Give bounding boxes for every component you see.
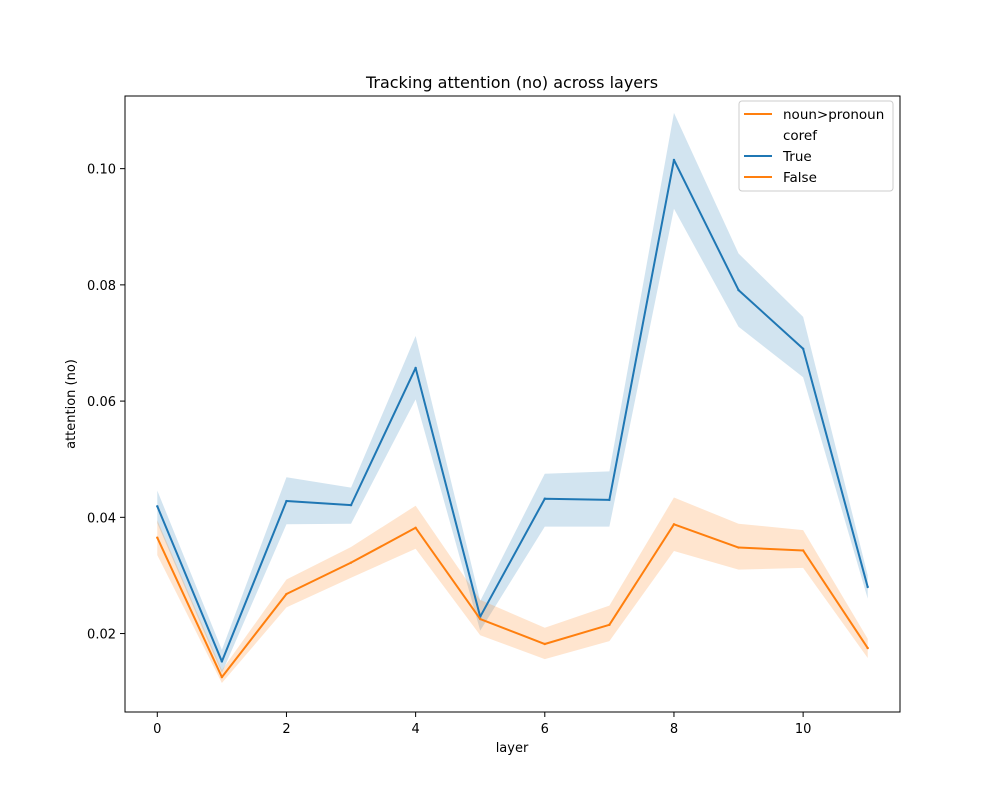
data-point-true <box>543 497 546 500</box>
data-point-false <box>414 526 417 529</box>
data-point-false <box>479 617 482 621</box>
data-point-false <box>285 592 288 596</box>
data-point-true <box>672 158 676 162</box>
data-point-false <box>156 536 159 539</box>
x-axis-label: layer <box>496 741 529 756</box>
data-point-true <box>737 288 740 292</box>
y-tick-label: 0.08 <box>87 279 116 294</box>
y-tick-label: 0.10 <box>87 163 116 178</box>
x-axis-ticks: 0 2 4 6 8 10 <box>153 712 811 737</box>
data-point-false <box>737 546 740 549</box>
data-point-false <box>866 646 869 650</box>
data-point-false <box>672 523 676 526</box>
x-tick-label: 0 <box>153 722 161 737</box>
data-point-true <box>801 347 805 350</box>
data-point-false <box>349 561 353 564</box>
confidence-bands <box>157 112 868 683</box>
legend-label-noun-pronoun: noun>pronoun <box>783 107 884 123</box>
y-tick-label: 0.06 <box>87 395 116 410</box>
x-tick-label: 8 <box>670 722 678 737</box>
ci-band-true <box>157 112 868 674</box>
x-tick-label: 6 <box>541 722 549 737</box>
legend: noun>pronoun coref True False <box>738 100 894 192</box>
series-lines <box>156 158 869 679</box>
data-point-true <box>349 503 353 507</box>
plot-frame <box>124 95 901 713</box>
legend-label-true: True <box>782 149 812 165</box>
data-point-false <box>608 623 611 627</box>
x-tick-label: 4 <box>411 722 419 737</box>
y-tick-label: 0.02 <box>87 628 116 643</box>
data-point-true <box>156 505 159 508</box>
legend-frame <box>738 100 894 192</box>
x-tick-label: 2 <box>282 722 290 737</box>
legend-label-coref: coref <box>783 128 818 144</box>
y-axis-ticks: 0.02 0.04 0.06 0.08 0.10 <box>87 163 125 643</box>
data-point-true <box>608 498 611 502</box>
series-line-false <box>156 523 869 679</box>
x-tick-label: 10 <box>795 722 812 737</box>
data-point-false <box>543 642 546 646</box>
y-tick-label: 0.04 <box>87 511 116 526</box>
data-point-true <box>414 366 417 370</box>
data-point-false <box>801 549 805 552</box>
ci-band-false <box>157 497 868 683</box>
y-axis-label: attention (no) <box>64 359 79 449</box>
data-point-true <box>285 499 288 503</box>
legend-label-false: False <box>783 170 817 186</box>
data-point-true <box>220 660 224 663</box>
data-point-true <box>866 585 869 589</box>
data-point-false <box>220 675 224 679</box>
chart-title: Tracking attention (no) across layers <box>365 73 658 92</box>
series-line-true <box>156 158 869 663</box>
